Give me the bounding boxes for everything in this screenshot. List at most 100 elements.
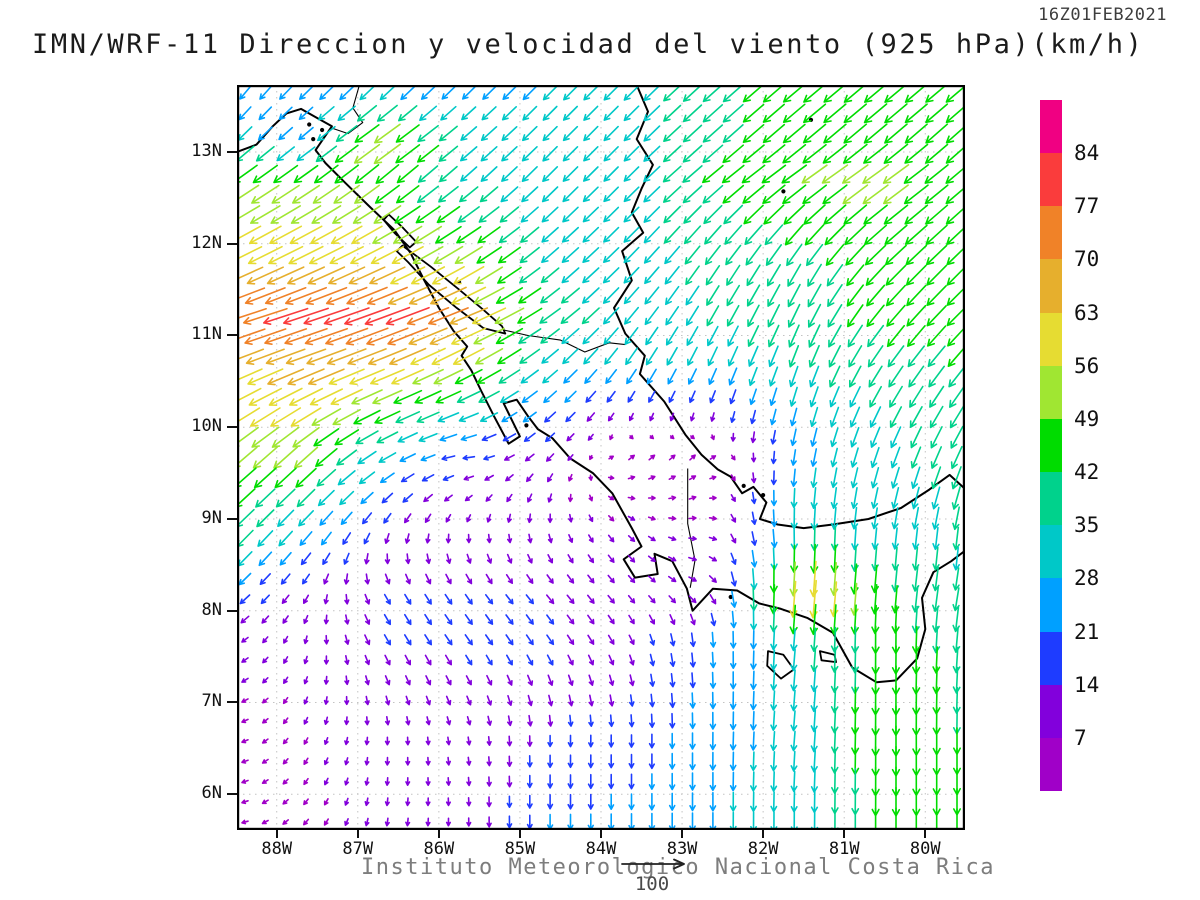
wind-arrow [547, 533, 553, 544]
wind-arrow [542, 85, 558, 101]
wind-arrow [588, 674, 594, 686]
island-dot [320, 127, 325, 133]
wind-arrow [948, 365, 965, 388]
wind-arrow [456, 226, 482, 244]
wind-arrow [768, 366, 779, 387]
wind-arrow [751, 472, 757, 484]
wind-arrow [729, 691, 737, 710]
wind-arrow [442, 474, 455, 482]
wind-arrow [325, 327, 369, 346]
wind-arrow [485, 573, 493, 585]
wind-arrow [445, 756, 451, 766]
wind-arrow [830, 667, 839, 694]
wind-arrow [623, 166, 640, 182]
wind-arrow [485, 654, 493, 666]
wind-arrow [282, 717, 289, 725]
wind-arrow [708, 556, 717, 562]
wind-arrow [309, 388, 343, 406]
wind-arrow [809, 386, 819, 408]
wind-arrow [669, 732, 676, 750]
wind-arrow [466, 756, 472, 766]
wind-arrow [945, 125, 965, 144]
colorbar-label: 70 [1074, 247, 1100, 272]
wind-arrow [473, 286, 505, 305]
wind-arrow [802, 184, 827, 205]
wind-arrow [623, 145, 640, 162]
wind-arrow [782, 144, 807, 164]
wind-arrow [829, 386, 840, 408]
wind-arrow [810, 709, 818, 733]
wind-arrow [770, 649, 778, 671]
wind-arrow [384, 533, 390, 544]
wind-arrow [501, 126, 518, 141]
wind-arrow [278, 106, 293, 120]
wind-arrow [436, 205, 461, 224]
wind-arrow [709, 651, 717, 669]
wind-arrow [502, 433, 517, 442]
wind-arrow [925, 224, 948, 245]
wind-arrow [663, 225, 681, 244]
wind-arrow [326, 348, 367, 366]
wind-arrow [568, 694, 574, 707]
wind-arrow [583, 348, 599, 365]
wind-arrow [330, 225, 363, 244]
wind-arrow [725, 244, 742, 266]
wind-arrow [546, 574, 554, 584]
wind-arrow [375, 164, 400, 184]
wind-arrow [298, 126, 314, 141]
wind-arrow [478, 390, 500, 403]
island-dot [311, 137, 316, 142]
wind-arrow [261, 615, 270, 624]
wind-arrow [285, 286, 327, 305]
wind-arrow [311, 408, 342, 426]
wind-arrow [909, 385, 924, 408]
wind-arrow [379, 85, 396, 101]
wind-arrow [384, 675, 391, 686]
wind-arrow [668, 575, 677, 583]
wind-arrow [278, 530, 293, 547]
wind-arrow [729, 811, 737, 830]
wind-arrow [927, 325, 947, 347]
wind-arrow [303, 777, 309, 786]
wind-arrow [544, 411, 557, 423]
wind-arrow [380, 472, 395, 484]
wind-arrow [932, 526, 940, 551]
wind-arrow [891, 527, 899, 550]
lat-tick [227, 150, 237, 153]
wind-arrow [255, 145, 275, 162]
wind-arrow [415, 205, 441, 224]
wind-arrow [359, 85, 375, 101]
wind-arrow [721, 164, 745, 184]
wind-arrow [648, 454, 656, 461]
wind-arrow [702, 85, 723, 103]
wind-arrow [282, 819, 289, 825]
wind-arrow [282, 737, 289, 745]
wind-arrow [730, 651, 737, 669]
wind-arrow [689, 412, 695, 422]
wind-arrow [462, 86, 476, 100]
wind-arrow [460, 434, 477, 442]
lat-tick [227, 426, 237, 429]
wind-arrow [842, 143, 868, 164]
wind-arrow [414, 225, 443, 244]
wind-arrow [770, 470, 777, 486]
wind-arrow [384, 736, 390, 746]
wind-arrow [290, 407, 322, 427]
colorbar-segment [1040, 152, 1062, 207]
wind-arrow [405, 573, 411, 585]
wind-arrow [810, 668, 818, 693]
lat-tick [227, 242, 237, 245]
wind-arrow [546, 453, 555, 462]
wind-arrow [685, 265, 700, 286]
wind-arrow [246, 266, 284, 285]
wind-arrow [709, 390, 716, 404]
wind-arrow [364, 306, 411, 326]
wind-arrow [251, 184, 280, 204]
wind-arrow [505, 614, 514, 625]
wind-arrow [374, 184, 400, 204]
wind-arrow [486, 695, 493, 706]
wind-arrow [374, 123, 401, 144]
wind-arrow [546, 614, 555, 625]
wind-arrow [260, 594, 270, 605]
wind-arrow [290, 205, 322, 224]
